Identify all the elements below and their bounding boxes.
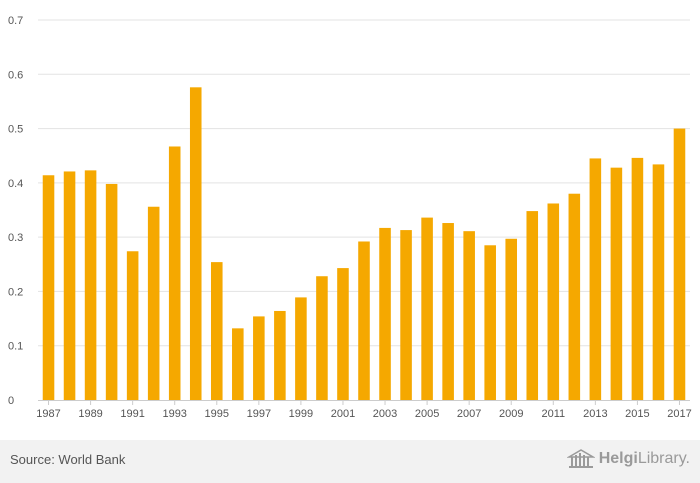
bar-1988 [63,171,76,400]
bar-chart: 0 0.1 0.2 0.3 0.4 0.5 0.6 0.7 1987 1989 1991 1993 19… [8,15,692,420]
y-tick-label: 0.7 [8,15,23,27]
x-tick-label: 2011 [541,408,565,420]
y-tick-label: 0.4 [8,178,23,190]
x-tick-label: 1997 [247,408,271,420]
x-tick-label: 2005 [415,408,439,420]
bar-2000 [316,276,328,400]
bar-2009 [505,238,518,400]
bar-2011 [547,203,560,400]
x-tick-label: 2001 [331,408,355,420]
bar-2006 [442,223,454,400]
x-tick-label: 1993 [162,408,186,420]
bar-2004 [400,230,412,400]
bar-2017 [673,128,686,401]
bar-2008 [484,245,496,400]
bar-1999 [295,297,307,400]
x-tick-label: 2003 [373,408,397,420]
x-tick-label: 2009 [499,408,523,420]
bar-1992 [147,206,160,400]
y-tick-label: 0 [8,395,14,407]
bar-2003 [379,227,391,400]
x-tick-label: 1995 [205,408,229,420]
bar-1993 [168,146,181,400]
bar-1987 [42,175,55,400]
chart-footer: Source: World Bank HelgiLibrary. [0,440,700,483]
x-tick-label: 1991 [120,408,144,420]
bar-2010 [526,211,539,400]
y-tick-label: 0.3 [8,232,23,244]
brand-logo[interactable]: HelgiLibrary. [566,449,690,469]
x-tick-label: 1987 [36,408,60,420]
bar-1991 [126,251,139,400]
bar-2007 [463,231,475,400]
bar-1995 [210,262,223,400]
library-building-icon [566,449,595,468]
bar-2005 [421,217,433,400]
y-tick-label: 0.2 [8,286,23,298]
bar-2016 [652,164,665,400]
bar-2015 [631,157,644,400]
x-tick-label: 2013 [583,408,607,420]
brand-name-light: Library. [637,450,690,467]
bar-2012 [568,193,581,400]
bar-2013 [589,158,602,400]
x-tick-label: 2015 [625,408,649,420]
x-tick-label: 1999 [289,408,313,420]
brand-name: HelgiLibrary. [599,450,690,468]
bar-1989 [84,170,97,400]
bar-1997 [253,316,265,400]
y-tick-label: 0.6 [8,69,23,81]
bar-2001 [337,268,349,400]
x-tick-label: 2007 [457,408,481,420]
bar-1994 [189,87,202,401]
brand-name-bold: Helgi [598,450,638,467]
bar-1990 [105,183,118,400]
y-tick-label: 0.5 [8,124,23,136]
source-label: Source: World Bank [10,452,126,467]
x-tick-label: 1989 [78,408,102,420]
bar-2014 [610,167,623,400]
x-tick-label: 2017 [667,408,691,420]
bar-2002 [358,241,370,400]
bar-1998 [274,310,286,400]
y-tick-label: 0.1 [8,341,23,353]
bar-1996 [232,328,244,400]
